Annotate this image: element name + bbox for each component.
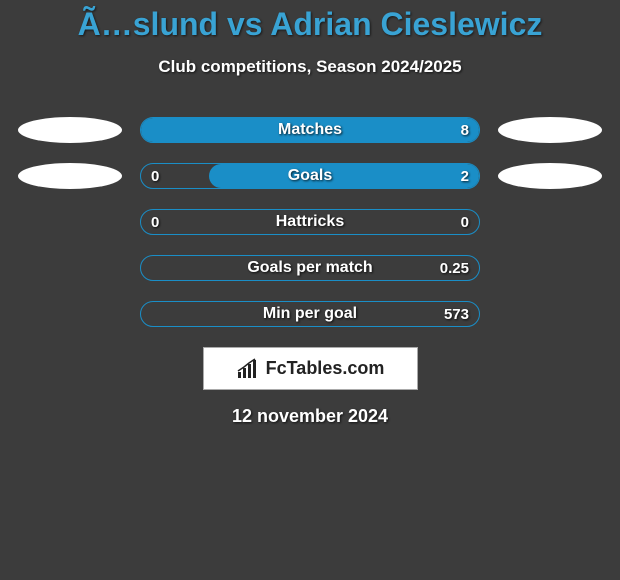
stat-row: 573Min per goal [0, 301, 620, 327]
stat-bar: 573Min per goal [140, 301, 480, 327]
stat-label: Goals [141, 164, 479, 188]
comparison-widget: Ã…slund vs Adrian Cieslewicz Club compet… [0, 0, 620, 427]
player-ellipse-right [498, 117, 602, 143]
left-indicator [15, 163, 125, 189]
page-title: Ã…slund vs Adrian Cieslewicz [0, 6, 620, 43]
stat-label: Matches [141, 118, 479, 142]
stat-label: Min per goal [141, 302, 479, 326]
stat-row: 8Matches [0, 117, 620, 143]
stat-bar: 8Matches [140, 117, 480, 143]
right-indicator [495, 163, 605, 189]
player-ellipse-left [18, 117, 122, 143]
player-ellipse-right [498, 163, 602, 189]
stat-bar: 00Hattricks [140, 209, 480, 235]
date-label: 12 november 2024 [0, 406, 620, 427]
left-indicator [15, 117, 125, 143]
stat-bar: 0.25Goals per match [140, 255, 480, 281]
stat-bar: 02Goals [140, 163, 480, 189]
right-indicator [495, 117, 605, 143]
branding-badge[interactable]: FcTables.com [203, 347, 418, 390]
chart-bars-icon [236, 358, 260, 380]
stat-row: 00Hattricks [0, 209, 620, 235]
stats-area: 8Matches 02Goals 00Hattricks 0.25Goals per … [0, 117, 620, 327]
subtitle: Club competitions, Season 2024/2025 [0, 57, 620, 77]
stat-row: 02Goals [0, 163, 620, 189]
player-ellipse-left [18, 163, 122, 189]
stat-label: Hattricks [141, 210, 479, 234]
branding-text: FcTables.com [266, 358, 385, 379]
stat-row: 0.25Goals per match [0, 255, 620, 281]
stat-label: Goals per match [141, 256, 479, 280]
